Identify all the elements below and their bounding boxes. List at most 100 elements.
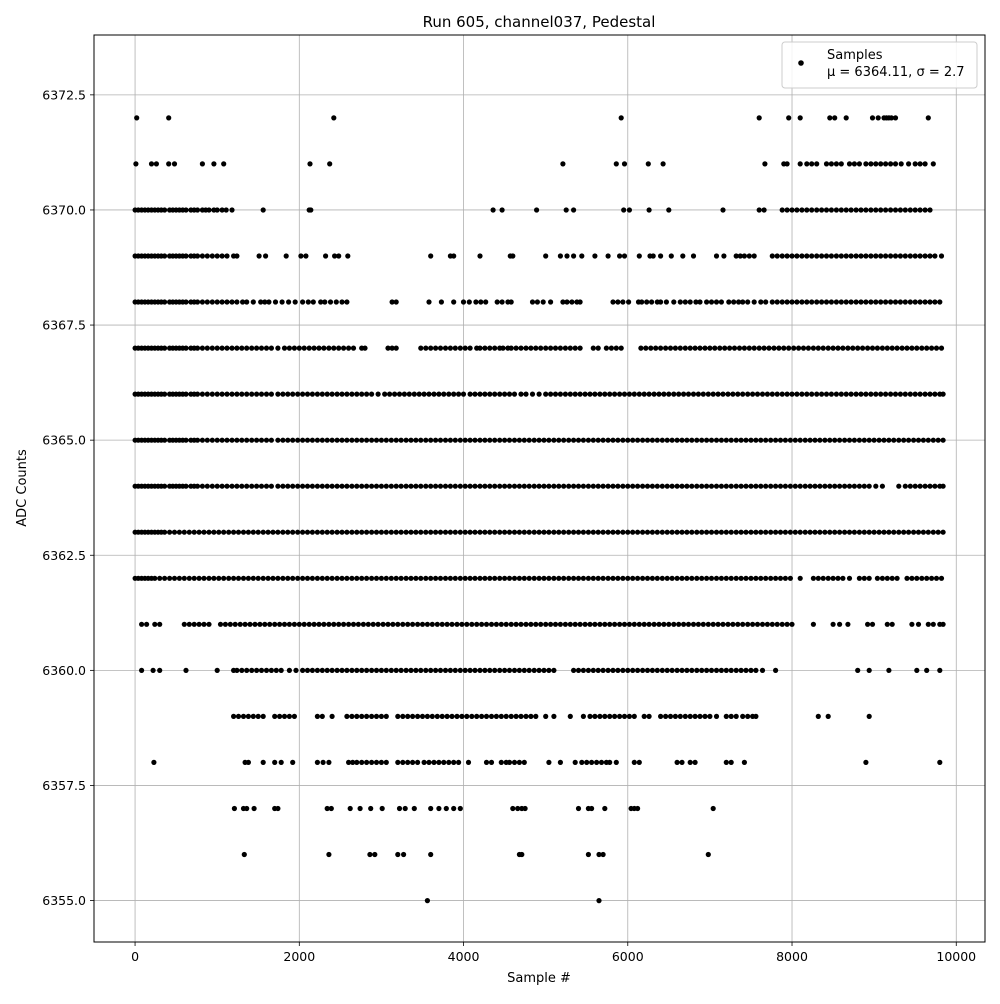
data-point (392, 391, 398, 397)
data-point (613, 345, 619, 351)
data-point (216, 575, 222, 581)
data-point (797, 529, 803, 535)
data-point (823, 161, 830, 167)
data-point (575, 483, 582, 489)
data-point (572, 759, 578, 766)
data-point (472, 575, 478, 581)
data-point (566, 529, 572, 535)
data-point (842, 437, 848, 443)
data-point (307, 161, 313, 167)
data-point (369, 667, 375, 674)
data-point (454, 713, 460, 720)
data-point (234, 483, 240, 489)
data-point (697, 713, 703, 720)
data-point (162, 299, 168, 305)
data-point (866, 529, 872, 535)
data-point (933, 575, 940, 581)
data-point (293, 667, 299, 674)
data-point (782, 437, 789, 443)
data-point (393, 529, 399, 535)
data-point (658, 713, 664, 720)
data-point (718, 299, 725, 305)
data-point (663, 713, 669, 720)
data-point (814, 391, 820, 397)
data-point (326, 759, 332, 766)
data-point (654, 575, 660, 581)
data-point (421, 391, 427, 397)
data-point (799, 207, 805, 213)
data-point (194, 437, 201, 443)
data-point (692, 713, 698, 720)
data-point (418, 437, 424, 443)
data-point (415, 759, 421, 766)
data-point (536, 667, 542, 674)
data-point (825, 345, 831, 351)
data-point (590, 437, 596, 443)
data-point (702, 713, 708, 720)
data-point (385, 621, 391, 627)
data-point (516, 759, 523, 766)
data-point (439, 713, 445, 720)
data-point (875, 115, 881, 121)
data-point (718, 483, 725, 489)
data-point (751, 345, 757, 351)
data-point (250, 299, 256, 305)
data-point (551, 575, 557, 581)
data-point (781, 345, 787, 351)
data-point (224, 253, 230, 259)
x-tick-label: 8000 (776, 949, 808, 964)
data-point (280, 483, 286, 489)
data-point (437, 437, 444, 443)
data-point (183, 253, 189, 259)
data-point (810, 621, 817, 627)
data-point (733, 483, 739, 489)
data-point (316, 345, 322, 351)
data-point (240, 575, 247, 581)
data-point (592, 253, 598, 259)
data-point (304, 483, 311, 489)
data-point (231, 529, 237, 535)
data-point (209, 299, 215, 305)
data-point (354, 667, 360, 674)
data-point (209, 391, 215, 397)
data-point (796, 345, 802, 351)
data-point (876, 437, 882, 443)
data-point (917, 391, 923, 397)
data-point (286, 713, 292, 720)
data-point (319, 575, 325, 581)
data-point (321, 345, 327, 351)
data-point (600, 483, 606, 489)
data-point (868, 161, 874, 167)
data-point (590, 345, 596, 351)
data-point (569, 299, 575, 305)
data-point (556, 483, 562, 489)
data-point (162, 345, 168, 351)
data-point (472, 529, 478, 535)
data-point (488, 759, 495, 766)
data-point (314, 667, 320, 674)
data-point (889, 621, 895, 627)
data-point (817, 437, 823, 443)
data-point (896, 437, 902, 443)
data-point (636, 391, 642, 397)
data-point (763, 575, 769, 581)
data-point (249, 345, 255, 351)
data-point (635, 805, 641, 812)
data-point (336, 253, 342, 259)
data-point (587, 391, 593, 397)
data-point (265, 529, 271, 535)
data-point (552, 345, 559, 351)
data-point (428, 483, 434, 489)
data-point (848, 253, 854, 259)
data-point (479, 713, 485, 720)
data-point (802, 437, 808, 443)
data-point (502, 575, 508, 581)
data-point (263, 483, 270, 489)
data-point (260, 529, 266, 535)
data-point (625, 483, 631, 489)
data-point (784, 391, 790, 397)
data-point (492, 575, 498, 581)
data-point (457, 483, 463, 489)
data-point (929, 575, 935, 581)
data-point (506, 759, 513, 766)
